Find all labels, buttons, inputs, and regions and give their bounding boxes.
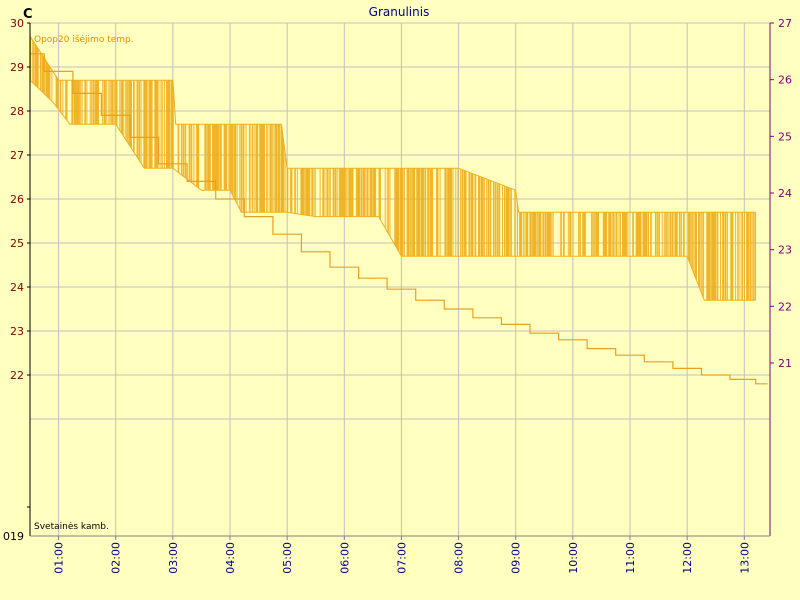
series-label-opop20: Opop20 išėjimo temp. bbox=[34, 34, 134, 45]
x-tick-label: 06:00 bbox=[338, 542, 351, 574]
left-tick-label: 27 bbox=[10, 149, 24, 162]
series-svetaines-point bbox=[572, 339, 574, 341]
series-svetaines-point bbox=[200, 180, 202, 182]
series-svetaines-point bbox=[458, 308, 460, 310]
series-svetaines-point bbox=[229, 198, 231, 200]
right-tick-label: 23 bbox=[778, 244, 792, 257]
series-svetaines-point bbox=[172, 163, 174, 165]
x-tick-label: 04:00 bbox=[224, 542, 237, 574]
series-svetaines-point bbox=[543, 332, 545, 334]
series-svetaines-point bbox=[400, 288, 402, 290]
series-svetaines-point bbox=[315, 251, 317, 253]
left-tick-label: 24 bbox=[10, 281, 24, 294]
x-tick-label: 03:00 bbox=[167, 542, 180, 574]
x-tick-label: 09:00 bbox=[510, 542, 523, 574]
x-tick-label: 13:00 bbox=[738, 542, 751, 574]
left-tick-label: 28 bbox=[10, 105, 24, 118]
series-svetaines-point bbox=[86, 92, 88, 94]
series-layer bbox=[29, 35, 768, 385]
series-svetaines-point bbox=[372, 277, 374, 279]
series-opop20-band bbox=[30, 37, 756, 301]
series-svetaines-point bbox=[429, 299, 431, 301]
right-tick-label: 21 bbox=[778, 357, 792, 370]
y-unit-label: C bbox=[23, 7, 33, 22]
series-svetaines-point bbox=[486, 317, 488, 319]
series-svetaines-point bbox=[143, 136, 145, 138]
left-tick-label: 23 bbox=[10, 325, 24, 338]
x-tick-label: 10:00 bbox=[567, 542, 580, 574]
x-tick-label: 07:00 bbox=[395, 542, 408, 574]
x-tick-label: 02:00 bbox=[110, 542, 123, 574]
series-svetaines-point bbox=[658, 361, 660, 363]
series-svetaines-point bbox=[58, 70, 60, 72]
x-tick-label: 11:00 bbox=[624, 542, 637, 574]
series-svetaines-point bbox=[115, 114, 117, 116]
right-tick-label: 25 bbox=[778, 130, 792, 143]
series-opop20-band-low bbox=[29, 79, 756, 301]
chart-title: Granulinis bbox=[369, 5, 430, 19]
x-tick-label: 08:00 bbox=[453, 542, 466, 574]
series-svetaines-point bbox=[343, 266, 345, 268]
series-svetaines-point bbox=[258, 216, 260, 218]
x-tick-label: 12:00 bbox=[681, 542, 694, 574]
x-tick-label: 05:00 bbox=[281, 542, 294, 574]
series-svetaines-point bbox=[600, 348, 603, 350]
series-svetaines-point bbox=[743, 378, 745, 380]
series-svetaines-point bbox=[515, 323, 517, 325]
right-tick-label: 22 bbox=[778, 300, 792, 313]
left-tick-label: 22 bbox=[10, 369, 24, 382]
left-tick-label: 25 bbox=[10, 237, 24, 250]
axes: 30 29 28 27 26 25 24 23 22 019 27 26 25 24 23 22 21 01:00… bbox=[3, 17, 792, 574]
left-tick-label: 30 bbox=[10, 17, 24, 30]
series-svetaines-point bbox=[286, 233, 288, 235]
series-svetaines-point bbox=[629, 354, 631, 356]
series-label-svetaines: Svetainės kamb. bbox=[34, 522, 109, 532]
left-tick-label: 26 bbox=[10, 193, 24, 206]
right-tick-label: 26 bbox=[778, 74, 792, 87]
series-svetaines-point bbox=[715, 374, 717, 376]
left-tick-label: 29 bbox=[10, 61, 24, 74]
left-tick-label: 019 bbox=[3, 530, 24, 543]
right-tick-label: 24 bbox=[778, 187, 792, 200]
series-svetaines-point bbox=[686, 367, 688, 369]
series-opop20-band-high bbox=[29, 35, 756, 213]
series-svetaines-point bbox=[766, 383, 768, 385]
right-tick-label: 27 bbox=[778, 17, 792, 30]
x-tick-label: 01:00 bbox=[53, 542, 66, 574]
